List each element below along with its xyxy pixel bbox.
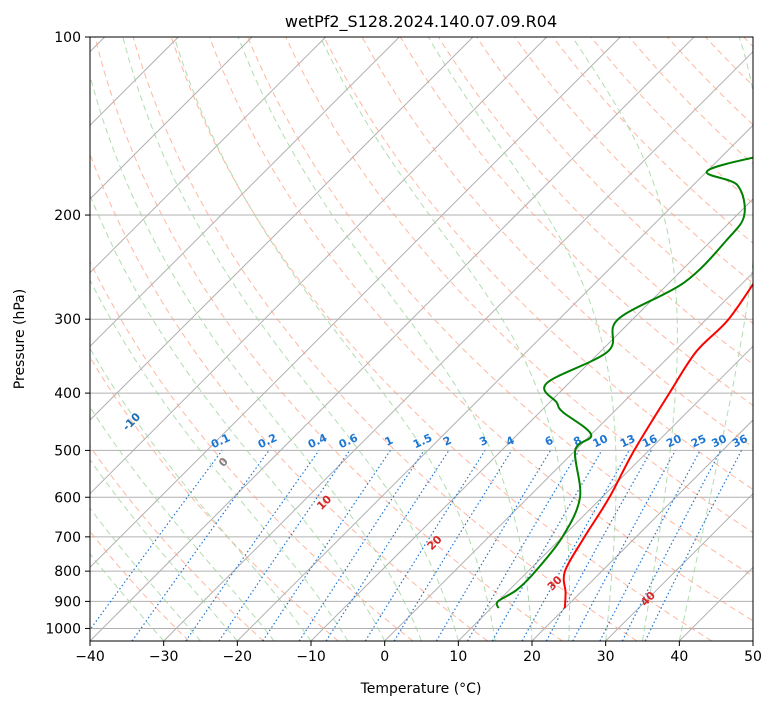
y-tick-label: 800 (54, 564, 81, 580)
x-tick-label: −40 (75, 649, 105, 665)
dry-adiabat-line (247, 37, 753, 577)
x-tick-label: 50 (744, 649, 762, 665)
moist-adiabat-line (122, 37, 459, 641)
moist-adiabat-line (90, 507, 201, 641)
mixing-ratio-line (521, 450, 630, 641)
dry-adiabat-line (514, 37, 753, 284)
mixing-ratio-line (218, 450, 351, 641)
mixing-ratio-line (435, 450, 552, 641)
moist-adiabat-line (678, 37, 753, 641)
moist-adiabat-line (173, 37, 496, 641)
moist-adiabat-line (90, 406, 275, 641)
x-tick-label: 10 (449, 649, 467, 665)
isotherm-line (163, 50, 753, 641)
isotherm-line (90, 37, 548, 495)
mixing-ratio-line (545, 450, 652, 641)
mixing-ratio-label: 16 (640, 432, 660, 450)
isotherm-line (236, 124, 753, 641)
moist-adiabat-line (90, 458, 238, 641)
moist-adiabat-line (90, 73, 422, 641)
x-tick-label: 0 (380, 649, 389, 665)
x-tick-label: 40 (670, 649, 688, 665)
dry-adiabat-line (170, 37, 712, 641)
isotherm-line (605, 492, 753, 641)
dry-adiabat-line (90, 260, 414, 641)
y-tick-label: 500 (54, 443, 81, 459)
dry-adiabat-line (628, 37, 753, 165)
mixing-ratio-line (393, 450, 513, 641)
dry-adiabat-line (323, 37, 753, 491)
x-axis-label: Temperature (°C) (360, 681, 482, 697)
chart-title: wetPf2_S128.2024.140.07.09.R04 (285, 12, 557, 32)
moist-adiabat-line (237, 37, 533, 641)
y-tick-label: 1000 (45, 621, 81, 637)
x-tick-label: 30 (597, 649, 615, 665)
moist-adiabat-line (571, 37, 678, 641)
isotherm-line (531, 419, 753, 641)
moist-adiabat-line (90, 347, 312, 641)
dry-adiabat-line (90, 445, 264, 641)
isotherm-line (384, 271, 753, 641)
mixing-ratio-label: 25 (689, 432, 708, 450)
moist-adiabat-line (90, 278, 349, 641)
isotherm-line (90, 37, 400, 348)
mixing-ratio-line (364, 450, 486, 641)
mixing-ratio-line (325, 450, 450, 641)
dry-adiabat-line (590, 37, 753, 205)
x-tick-label: −10 (296, 649, 326, 665)
mixing-ratio-line (572, 450, 677, 641)
mixing-ratio-label: 13 (618, 432, 637, 450)
y-tick-label: 300 (54, 312, 81, 328)
dry-adiabat-line (476, 37, 753, 325)
profile-line (495, 156, 753, 609)
y-tick-label: 600 (54, 490, 81, 506)
y-tick-label: 100 (54, 30, 81, 46)
y-tick-label: 700 (54, 530, 81, 546)
y-tick-label: 900 (54, 594, 81, 610)
mixing-ratio-line (131, 450, 270, 641)
mixing-ratio-line (466, 450, 580, 641)
dry-adiabat-line (132, 37, 638, 641)
mixing-ratio-label: 20 (664, 432, 684, 450)
x-tick-label: −30 (149, 649, 179, 665)
mixing-ratio-line (491, 450, 603, 641)
x-tick-label: 20 (523, 649, 541, 665)
isotherm-line (457, 345, 753, 641)
dry-adiabat-line (94, 37, 563, 641)
plot-area: 0.10.20.40.611.52346810131620253036-100-… (90, 37, 753, 641)
isotherm-line (90, 37, 474, 421)
dry-adiabat-line (399, 37, 753, 407)
isotherm-line (90, 37, 621, 569)
mixing-ratio-label: 36 (730, 432, 750, 450)
x-tick-label: −20 (223, 649, 253, 665)
moist-adiabat-line (319, 37, 570, 641)
mixing-ratio-label: 30 (710, 432, 730, 450)
mixing-ratio-line (90, 450, 223, 631)
y-tick-label: 200 (54, 208, 81, 224)
axes: −40 −30 −20 −10 0 10 20 30 40 50 100 200 300 400 500 60… (45, 30, 762, 665)
y-tick-label: 400 (54, 386, 81, 402)
plot-frame (89, 36, 754, 642)
mixing-ratio-label: 10 (591, 432, 611, 450)
isotherm-line (90, 37, 327, 274)
profile-line (562, 282, 753, 609)
isotherm-line (90, 37, 253, 200)
moist-adiabat-line (90, 193, 386, 641)
dry-adiabat-line (209, 37, 753, 622)
y-axis-label: Pressure (hPa) (12, 289, 28, 389)
